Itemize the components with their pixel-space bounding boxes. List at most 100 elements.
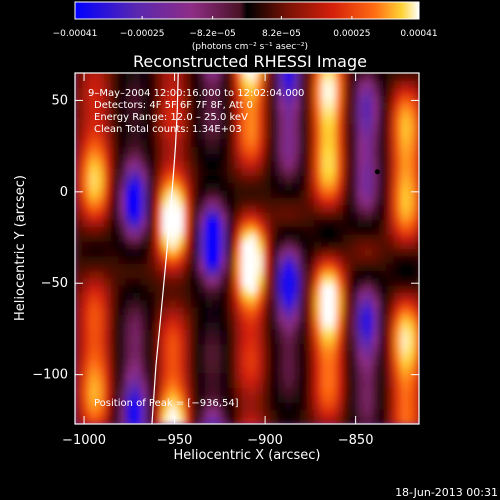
heatmap-cell — [342, 109, 351, 118]
heatmap-cell — [183, 263, 192, 272]
heatmap-cell — [335, 380, 344, 389]
heatmap-cell — [111, 211, 120, 220]
heatmap-cell — [75, 299, 83, 308]
heatmap-cell — [183, 372, 192, 381]
heatmap-cell — [335, 168, 344, 176]
heatmap-cell — [408, 343, 416, 352]
heatmap-cell — [342, 328, 351, 337]
heatmap-cell — [96, 285, 105, 293]
heatmap-cell — [335, 241, 344, 250]
heatmap-cell — [198, 358, 206, 367]
heatmap-layer — [75, 73, 419, 424]
heatmap-cell — [364, 116, 373, 125]
heatmap-cell — [342, 394, 351, 403]
heatmap-cell — [161, 270, 170, 279]
heatmap-cell — [285, 263, 293, 272]
heatmap-cell — [154, 270, 163, 279]
heatmap-cell — [147, 109, 156, 118]
heatmap-cell — [118, 204, 127, 213]
heatmap-cell — [205, 211, 214, 220]
heatmap-cell — [234, 226, 243, 235]
heatmap-cell — [256, 285, 264, 293]
heatmap-cell — [103, 109, 112, 118]
heatmap-cell — [111, 263, 120, 272]
heatmap-cell — [270, 226, 279, 235]
heatmap-cell — [190, 292, 199, 301]
heatmap-cell — [190, 270, 199, 279]
heatmap-cell — [89, 350, 98, 359]
heatmap-cell — [415, 197, 419, 206]
heatmap-cell — [169, 299, 177, 308]
heatmap-cell — [386, 204, 395, 213]
heatmap-cell — [161, 233, 170, 242]
heatmap-cell — [132, 146, 141, 155]
heatmap-cell — [248, 321, 257, 330]
heatmap-cell — [379, 321, 388, 330]
heatmap-cell — [408, 409, 416, 418]
heatmap-cell — [386, 292, 395, 301]
heatmap-cell — [147, 402, 156, 410]
heatmap-cell — [190, 146, 199, 155]
heatmap-cell — [161, 285, 170, 293]
heatmap-cell — [248, 80, 257, 89]
heatmap-cell — [154, 211, 163, 220]
heatmap-cell — [161, 336, 170, 345]
heatmap-cell — [140, 219, 149, 228]
heatmap-cell — [161, 394, 170, 403]
heatmap-cell — [176, 270, 185, 279]
heatmap-cell — [350, 204, 359, 213]
heatmap-cell — [111, 314, 120, 323]
heatmap-cell — [313, 87, 322, 96]
heatmap-cell — [350, 109, 359, 118]
heatmap-cell — [147, 292, 156, 301]
heatmap-cell — [190, 109, 199, 118]
heatmap-cell — [89, 343, 98, 352]
heatmap-cell — [125, 380, 134, 389]
heatmap-cell — [342, 248, 351, 257]
heatmap-cell — [415, 394, 419, 403]
heatmap-cell — [147, 365, 156, 374]
heatmap-cell — [285, 233, 293, 242]
heatmap-cell — [328, 270, 337, 279]
heatmap-cell — [350, 255, 359, 264]
heatmap-cell — [277, 219, 286, 228]
heatmap-cell — [241, 241, 250, 250]
heatmap-cell — [313, 307, 322, 315]
heatmap-cell — [183, 270, 192, 279]
heatmap-cell — [270, 380, 279, 389]
heatmap-cell — [364, 263, 373, 272]
heatmap-cell — [219, 372, 228, 381]
heatmap-cell — [335, 255, 344, 264]
heatmap-cell — [270, 416, 279, 424]
heatmap-cell — [371, 146, 380, 155]
heatmap-cell — [190, 241, 199, 250]
heatmap-cell — [299, 102, 308, 111]
heatmap-cell — [118, 153, 127, 162]
heatmap-cell — [321, 416, 330, 424]
heatmap-cell — [350, 197, 359, 206]
heatmap-cell — [263, 94, 272, 103]
heatmap-cell — [371, 233, 380, 242]
heatmap-cell — [140, 87, 149, 96]
heatmap-cell — [96, 153, 105, 162]
heatmap-cell — [183, 394, 192, 403]
heatmap-cell — [96, 197, 105, 206]
x-axis-label: Heliocentric X (arcsec) — [174, 448, 321, 463]
heatmap-cell — [205, 292, 214, 301]
heatmap-cell — [386, 190, 395, 198]
heatmap-cell — [248, 160, 257, 169]
heatmap-cell — [321, 336, 330, 345]
heatmap-cell — [415, 328, 419, 337]
heatmap-cell — [89, 255, 98, 264]
heatmap-cell — [205, 241, 214, 250]
heatmap-cell — [125, 124, 134, 133]
heatmap-cell — [103, 402, 112, 410]
heatmap-cell — [183, 131, 192, 140]
heatmap-cell — [263, 270, 272, 279]
heatmap-cell — [147, 416, 156, 424]
heatmap-cell — [285, 321, 293, 330]
heatmap-cell — [350, 365, 359, 374]
heatmap-cell — [277, 292, 286, 301]
heatmap-cell — [219, 87, 228, 96]
